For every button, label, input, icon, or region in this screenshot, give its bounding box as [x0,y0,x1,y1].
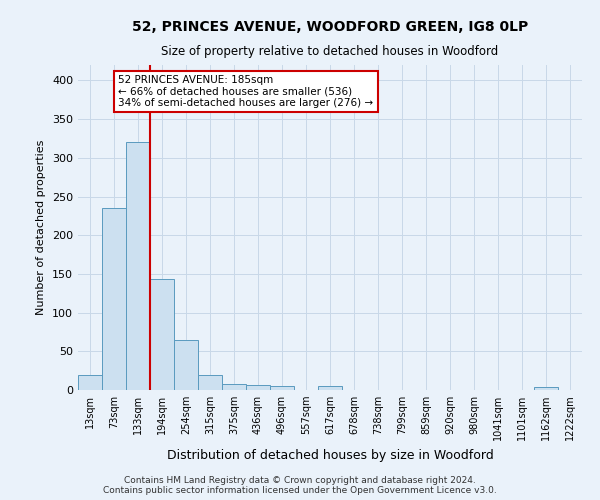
Text: 52, PRINCES AVENUE, WOODFORD GREEN, IG8 0LP: 52, PRINCES AVENUE, WOODFORD GREEN, IG8 … [132,20,528,34]
Text: Contains HM Land Registry data © Crown copyright and database right 2024.
Contai: Contains HM Land Registry data © Crown c… [103,476,497,495]
Bar [174,340,198,390]
Bar [318,386,342,390]
Bar [246,386,270,390]
Y-axis label: Number of detached properties: Number of detached properties [37,140,46,315]
Bar [270,386,294,390]
Text: Size of property relative to detached houses in Woodford: Size of property relative to detached ho… [161,45,499,58]
Bar [102,208,126,390]
X-axis label: Distribution of detached houses by size in Woodford: Distribution of detached houses by size … [167,449,493,462]
Bar [126,142,150,390]
Bar [198,374,222,390]
Bar [534,387,558,390]
Bar [150,278,174,390]
Bar [78,374,102,390]
Bar [222,384,246,390]
Text: 52 PRINCES AVENUE: 185sqm
← 66% of detached houses are smaller (536)
34% of semi: 52 PRINCES AVENUE: 185sqm ← 66% of detac… [118,74,373,108]
